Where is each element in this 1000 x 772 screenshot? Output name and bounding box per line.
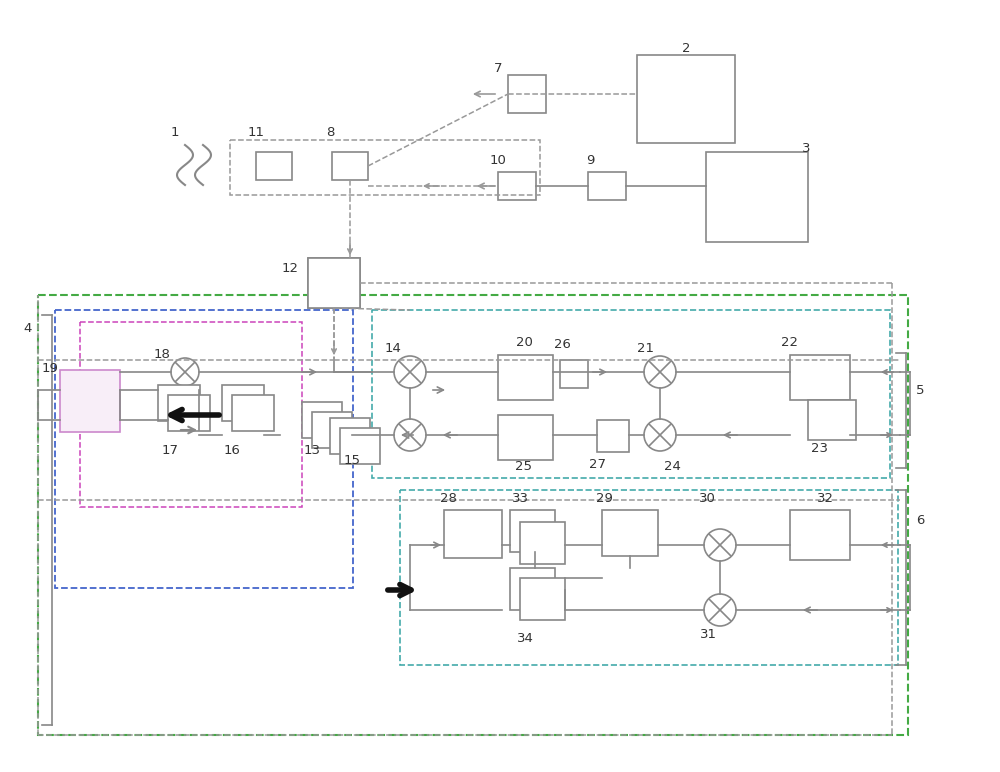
Bar — [498, 355, 553, 400]
Text: 28: 28 — [440, 492, 456, 504]
Text: 33: 33 — [512, 492, 528, 504]
Bar — [498, 172, 536, 200]
Bar — [308, 258, 360, 308]
Bar — [400, 490, 898, 665]
Bar — [790, 510, 850, 560]
Circle shape — [171, 358, 199, 386]
Text: 13: 13 — [304, 443, 320, 456]
Text: 24: 24 — [664, 459, 680, 472]
Bar — [232, 395, 274, 431]
Bar — [312, 412, 352, 448]
Bar — [256, 152, 292, 180]
Text: 16: 16 — [224, 443, 240, 456]
Text: 6: 6 — [916, 513, 924, 527]
Bar — [302, 402, 342, 438]
Bar — [602, 510, 658, 556]
Text: 2: 2 — [682, 42, 690, 55]
Text: 21: 21 — [637, 341, 654, 354]
Circle shape — [394, 419, 426, 451]
Bar — [60, 370, 120, 432]
Bar — [340, 428, 380, 464]
Bar — [520, 578, 565, 620]
Text: 10: 10 — [490, 154, 506, 167]
Text: 12: 12 — [282, 262, 298, 275]
Bar — [588, 172, 626, 200]
Text: 11: 11 — [248, 126, 264, 138]
Bar — [706, 152, 808, 242]
Bar — [597, 420, 629, 452]
Bar — [498, 415, 553, 460]
Bar — [508, 75, 546, 113]
Text: 32: 32 — [816, 492, 834, 504]
Bar — [560, 360, 588, 388]
Text: 9: 9 — [586, 154, 594, 167]
Bar — [38, 295, 908, 735]
Text: 18: 18 — [154, 348, 170, 361]
Text: 17: 17 — [162, 443, 178, 456]
Text: 8: 8 — [326, 126, 334, 138]
Text: 20: 20 — [516, 336, 532, 348]
Bar — [637, 55, 735, 143]
Bar — [230, 140, 540, 195]
Bar — [790, 355, 850, 400]
Bar — [158, 385, 200, 421]
Circle shape — [704, 594, 736, 626]
Bar — [168, 395, 210, 431]
Text: 23: 23 — [812, 442, 828, 455]
Text: 7: 7 — [494, 62, 502, 75]
Bar — [80, 322, 302, 507]
Text: 3: 3 — [802, 141, 810, 154]
Circle shape — [644, 419, 676, 451]
Text: 22: 22 — [782, 336, 798, 348]
Bar — [510, 568, 555, 610]
Circle shape — [394, 356, 426, 388]
Bar — [372, 310, 890, 478]
Text: 15: 15 — [344, 453, 360, 466]
Circle shape — [644, 356, 676, 388]
Text: 1: 1 — [171, 126, 179, 138]
Text: 30: 30 — [699, 492, 715, 504]
Text: 27: 27 — [590, 458, 606, 470]
Bar — [510, 510, 555, 552]
Text: 34: 34 — [517, 631, 533, 645]
Bar — [308, 258, 360, 308]
Circle shape — [704, 529, 736, 561]
Bar — [520, 522, 565, 564]
Text: 19: 19 — [42, 361, 58, 374]
Bar — [444, 510, 502, 558]
Text: 31: 31 — [700, 628, 716, 642]
Text: 25: 25 — [516, 459, 532, 472]
Bar — [808, 400, 856, 440]
Text: 29: 29 — [596, 492, 612, 504]
Bar — [330, 418, 370, 454]
Text: 5: 5 — [916, 384, 924, 397]
Bar — [222, 385, 264, 421]
Bar — [55, 310, 353, 588]
Bar — [332, 152, 368, 180]
Text: 26: 26 — [554, 338, 570, 351]
Text: 4: 4 — [24, 321, 32, 334]
Text: 14: 14 — [385, 341, 401, 354]
